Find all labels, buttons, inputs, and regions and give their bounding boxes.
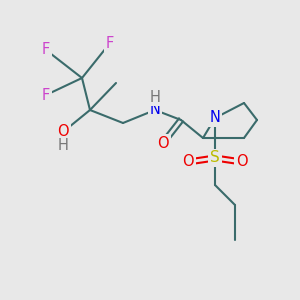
Text: O: O	[157, 136, 169, 151]
Text: O: O	[57, 124, 69, 140]
Text: N: N	[210, 110, 220, 125]
Text: O: O	[182, 154, 194, 169]
Text: H: H	[150, 89, 160, 104]
Text: N: N	[150, 103, 160, 118]
Text: F: F	[106, 35, 114, 50]
Text: H: H	[58, 139, 68, 154]
Text: F: F	[42, 88, 50, 103]
Text: F: F	[42, 43, 50, 58]
Text: O: O	[236, 154, 248, 169]
Text: S: S	[210, 151, 220, 166]
